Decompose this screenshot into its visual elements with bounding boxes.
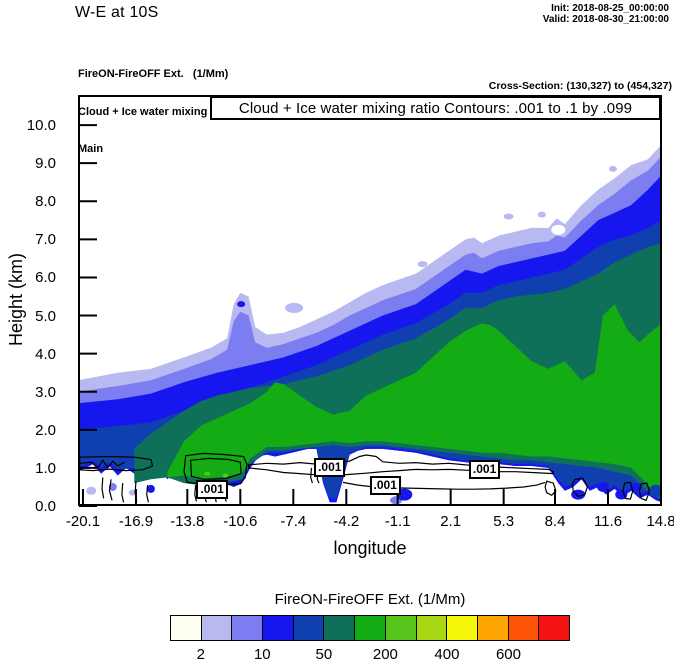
init-time: Init: 2018-08-25_00:00:00 [551, 3, 669, 14]
colorbar-cell-3 [263, 616, 294, 640]
y-tick-label: 4.0 [35, 345, 56, 363]
y-tick-label: 2.0 [35, 421, 56, 439]
mixing-ratio-contour-line [79, 455, 154, 472]
field-blob [615, 489, 628, 500]
field-blob [146, 484, 155, 493]
x-tick-label: 2.1 [440, 513, 462, 530]
x-tick-label: 8.4 [544, 513, 566, 530]
field-blob [222, 473, 229, 478]
x-tick-label: -13.8 [170, 513, 205, 530]
colorbar-cell-9 [447, 616, 478, 640]
y-tick-label: 3.0 [35, 383, 56, 401]
mixing-ratio-contour-line [189, 457, 242, 480]
contour-title-box: Cloud + Ice water mixing ratio Contours:… [210, 96, 661, 120]
colorbar-cell-10 [477, 616, 509, 640]
colorbar-tick-label: 600 [495, 646, 521, 663]
mixing-ratio-contour-line [79, 459, 125, 469]
mixing-ratio-contour-line [544, 480, 557, 497]
colorbar-cell-4 [293, 616, 325, 640]
y-tick-label: 7.0 [35, 231, 56, 249]
y-tick-label: 6.0 [35, 269, 56, 287]
mixing-ratio-contour-line [310, 467, 313, 484]
field-blob [649, 484, 662, 497]
colorbar-cell-12 [539, 616, 569, 640]
colorbar-tick-label: 10 [253, 646, 271, 663]
colorbar [170, 615, 570, 641]
contour-value-label: .001 [468, 460, 501, 480]
run-times: Init: 2018-08-25_00:00:00 Valid: 2018-08… [543, 3, 669, 25]
field-info-line1: FireON-FireOFF Ext. (1/Mm) [78, 68, 229, 80]
mixing-ratio-contour-line [108, 479, 113, 501]
colorbar-tick-label: 400 [434, 646, 460, 663]
x-axis-title: longitude [333, 538, 407, 558]
y-tick-label: 5.0 [35, 307, 56, 325]
mixing-ratio-contour-line [248, 454, 554, 477]
x-tick-label: -4.2 [333, 513, 360, 530]
y-axis-title: Height (km) [6, 252, 26, 346]
cross-section-label: Cross-Section: (130,327) to (454,327) [488, 80, 672, 92]
contour-title: Cloud + Ice water mixing ratio Contours:… [238, 99, 633, 117]
mixing-ratio-contour-line [183, 452, 248, 486]
colorbar-cell-7 [385, 616, 417, 640]
contour-field [78, 144, 662, 505]
colorbar-tick-label: 50 [315, 646, 333, 663]
field-blob [195, 473, 202, 478]
mixing-ratio-contour-line [571, 477, 588, 498]
colorbar-title: FireON-FireOFF Ext. (1/Mm) [274, 591, 466, 608]
x-tick-label: 11.6 [593, 513, 623, 530]
colorbar-cell-1 [201, 616, 233, 640]
colorbar-tick-label: 2 [196, 646, 205, 663]
y-tick-label: 0.0 [35, 498, 56, 515]
field-blob [537, 211, 546, 218]
mixing-ratio-contour-line [622, 481, 634, 500]
contour-value-label: .001 [369, 476, 401, 496]
contour-value-label: .001 [314, 457, 346, 477]
band-ext-ge-200 [167, 304, 662, 499]
x-tick-label: -10.6 [223, 513, 258, 530]
x-tick-label: -7.4 [280, 513, 307, 530]
y-tick-label: 9.0 [35, 155, 56, 173]
field-blob [211, 467, 220, 472]
field-blob [204, 471, 211, 476]
mixing-ratio-contour-line [194, 485, 197, 502]
y-tick-label: 10.0 [26, 117, 56, 135]
colorbar-cell-6 [355, 616, 386, 640]
x-tick-label: -16.9 [118, 513, 154, 530]
field-blob [608, 165, 617, 172]
x-tick-label: 14.8 [646, 513, 674, 530]
colorbar-cell-11 [508, 616, 540, 640]
field-blob [237, 301, 246, 308]
mixing-ratio-contour-line [146, 485, 149, 503]
field-blob [285, 302, 304, 313]
page-title: W-E at 10S [75, 4, 159, 21]
valid-time: Valid: 2018-08-30_21:00:00 [542, 14, 669, 25]
colorbar-cell-0 [171, 616, 202, 640]
y-tick-label: 1.0 [35, 459, 56, 477]
y-tick-label: 8.0 [35, 193, 56, 211]
x-tick-label: -20.1 [65, 513, 101, 530]
field-blob [417, 261, 428, 268]
field-blob [597, 481, 610, 492]
mixing-ratio-contour-line [121, 483, 125, 503]
mixing-ratio-contour-line [101, 477, 105, 499]
colorbar-cell-2 [232, 616, 264, 640]
x-tick-label: 5.3 [493, 513, 515, 530]
colorbar-cell-8 [416, 616, 448, 640]
contour-value-label: .001 [196, 480, 228, 499]
x-tick-label: -1.1 [384, 513, 411, 530]
field-blob [86, 486, 97, 495]
field-blob [630, 482, 643, 491]
colorbar-tick-label: 200 [372, 646, 398, 663]
field-blob [503, 213, 514, 220]
mixing-ratio-contour-line [638, 482, 651, 502]
field-info-line3: Main [78, 143, 104, 155]
field-blob [551, 224, 566, 235]
colorbar-cell-5 [324, 616, 356, 640]
